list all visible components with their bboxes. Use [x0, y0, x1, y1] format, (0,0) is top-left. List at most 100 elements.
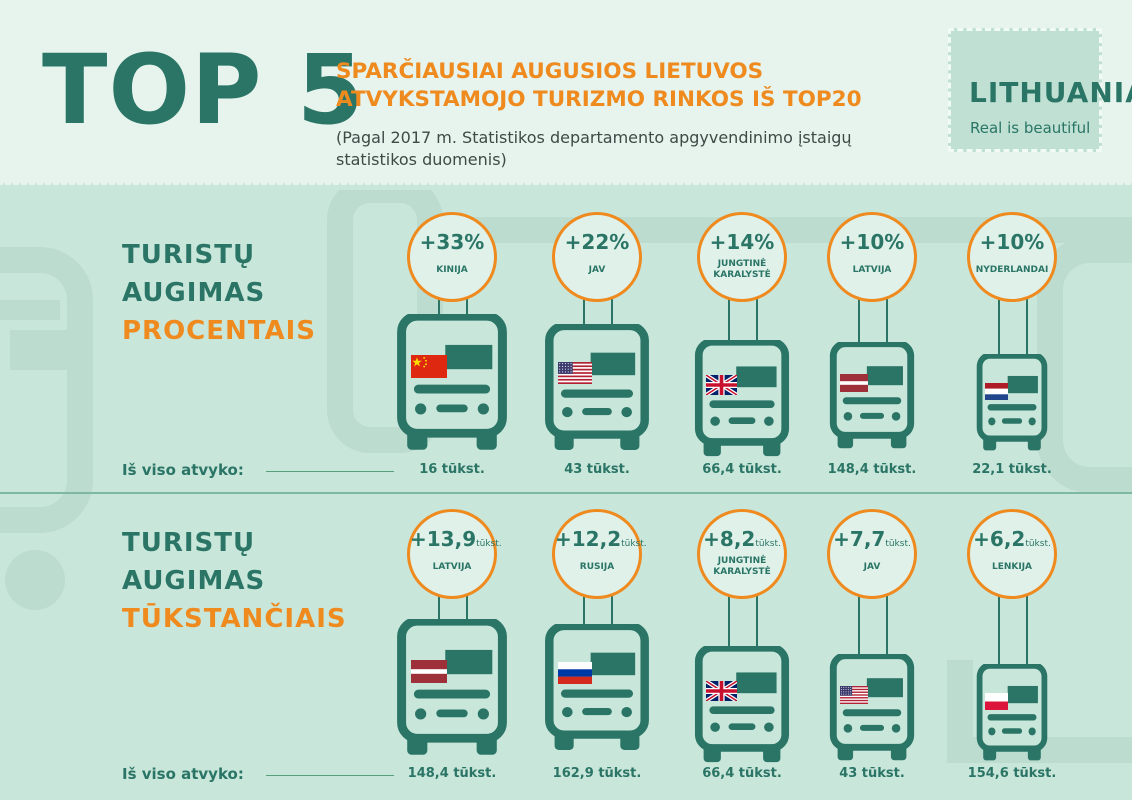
- total-arrivals: 43 tūkst.: [839, 766, 905, 781]
- balloon-string: [886, 298, 888, 344]
- header-band: [0, 0, 1132, 185]
- growth-value: +6,2tūkst.: [970, 527, 1054, 551]
- growth-number: +14%: [709, 230, 775, 254]
- growth-number: +12,2: [555, 527, 622, 551]
- section-divider: [0, 492, 1132, 494]
- balloon-string: [466, 298, 468, 316]
- country-name-line-1: NYDERLANDAI: [975, 265, 1049, 275]
- balloon-string: [583, 298, 585, 326]
- subheadline: (Pagal 2017 m. Statistikos departamento …: [336, 127, 936, 171]
- country-name: LATVIJA: [834, 265, 910, 276]
- balloon-string: [858, 595, 860, 656]
- total-arrivals: 16 tūkst.: [419, 462, 485, 477]
- country-name: LATVIJA: [414, 562, 490, 573]
- balloon-string: [1026, 298, 1028, 356]
- growth-balloon: +8,2tūkst. JUNGTINĖ KARALYSTĖ: [697, 509, 787, 599]
- section-title-line-3: PROCENTAIS: [122, 316, 317, 346]
- growth-value: +8,2tūkst.: [700, 527, 784, 551]
- total-arrivals: 22,1 tūkst.: [972, 462, 1052, 477]
- bus-icon: [544, 621, 650, 752]
- growth-number: +10%: [839, 230, 905, 254]
- growth-value: +33%: [410, 230, 494, 254]
- country-name: JAV: [559, 265, 635, 276]
- growth-balloon: +12,2tūkst. RUSIJA: [552, 509, 647, 599]
- growth-number: +6,2: [973, 527, 1026, 551]
- growth-balloon: +6,2tūkst. LENKIJA: [967, 509, 1057, 599]
- country-name: LENKIJA: [974, 562, 1050, 573]
- growth-unit: tūkst.: [755, 539, 781, 549]
- balloon-string: [886, 595, 888, 656]
- balloon-string: [611, 298, 613, 326]
- country-name-line-1: RUSIJA: [579, 562, 615, 572]
- balloon-string: [728, 298, 730, 342]
- country-name-line-1: JUNGTINĖ: [717, 556, 767, 566]
- bus-icon: [694, 338, 790, 458]
- country-name: JUNGTINĖ KARALYSTĖ: [704, 556, 780, 578]
- ru-flag-icon: [558, 662, 592, 684]
- bus-icon: [694, 644, 790, 764]
- growth-number: +22%: [564, 230, 630, 254]
- growth-value: +13,9tūkst.: [410, 527, 502, 551]
- logo-wordmark: LITHUANIA: [969, 76, 1132, 109]
- cn-flag-icon: [411, 355, 447, 378]
- country-name: KINIJA: [414, 265, 490, 276]
- total-arrivals: 148,4 tūkst.: [407, 766, 497, 781]
- bus-icon: [829, 652, 915, 762]
- lv-flag-icon: [411, 660, 447, 683]
- headline: SPARČIAUSIAI AUGUSIOS LIETUVOS ATVYKSTAM…: [336, 58, 936, 114]
- growth-number: +10%: [979, 230, 1045, 254]
- balloon-string: [466, 595, 468, 621]
- balloon-string: [728, 595, 730, 648]
- country-name-line-2: KARALYSTĖ: [713, 270, 771, 280]
- subheadline-line-1: (Pagal 2017 m. Statistikos departamento …: [336, 128, 852, 147]
- country-name-line-1: LATVIJA: [852, 265, 892, 275]
- uk-flag-icon: [704, 679, 739, 703]
- balloon-string: [998, 298, 1000, 356]
- uk-flag-icon: [704, 373, 739, 397]
- total-label: Iš viso atvyko:: [122, 461, 244, 479]
- total-arrivals: 148,4 tūkst.: [827, 462, 917, 477]
- pl-flag-icon: [985, 693, 1008, 710]
- growth-balloon: +22% JAV: [552, 212, 642, 302]
- growth-value: +14%: [700, 230, 784, 254]
- total-arrivals: 43 tūkst.: [564, 462, 630, 477]
- growth-unit: tūkst.: [476, 539, 502, 549]
- country-name-line-1: LENKIJA: [991, 562, 1033, 572]
- bus-icon: [976, 352, 1048, 452]
- growth-value: +12,2tūkst.: [555, 527, 647, 551]
- country-name-line-2: KARALYSTĖ: [713, 567, 771, 577]
- section-title-line-1: TURISTŲ: [122, 240, 256, 270]
- lv-flag-icon: [840, 374, 868, 392]
- growth-balloon: +13,9tūkst. LATVIJA: [407, 509, 502, 599]
- balloon-string: [858, 298, 860, 344]
- country-name: RUSIJA: [559, 562, 635, 573]
- growth-balloon: +7,7tūkst. JAV: [827, 509, 917, 599]
- country-name: JAV: [834, 562, 910, 573]
- balloon-string: [756, 298, 758, 342]
- growth-unit: tūkst.: [1025, 539, 1051, 549]
- growth-balloon: +10% NYDERLANDAI: [967, 212, 1057, 302]
- bus-icon: [976, 662, 1048, 762]
- section-title-line-2: AUGIMAS: [122, 566, 266, 596]
- nl-flag-icon: [985, 383, 1008, 400]
- balloon-string: [438, 595, 440, 621]
- balloon-string: [583, 595, 585, 626]
- country-name-line-1: LATVIJA: [432, 562, 472, 572]
- top5-heading: TOP 5: [42, 34, 365, 146]
- growth-number: +33%: [419, 230, 485, 254]
- growth-value: +22%: [555, 230, 639, 254]
- section-title-percent: TURISTŲ AUGIMAS PROCENTAIS: [122, 236, 316, 350]
- total-arrivals: 66,4 tūkst.: [702, 766, 782, 781]
- balloon-string: [1026, 595, 1028, 666]
- growth-balloon: +14% JUNGTINĖ KARALYSTĖ: [697, 212, 787, 302]
- bus-icon: [829, 340, 915, 450]
- headline-line-2: ATVYKSTAMOJO TURIZMO RINKOS IŠ TOP20: [336, 87, 862, 112]
- section-title-line-1: TURISTŲ: [122, 528, 256, 558]
- growth-unit: tūkst.: [885, 539, 911, 549]
- growth-number: +8,2: [703, 527, 756, 551]
- section-title-line-2: AUGIMAS: [122, 278, 266, 308]
- lithuania-logo-stamp: LITHUANIA Real is beautiful: [948, 28, 1132, 152]
- us-flag-icon: [558, 362, 592, 385]
- growth-number: +13,9: [410, 527, 477, 551]
- total-leader-line: [266, 471, 394, 472]
